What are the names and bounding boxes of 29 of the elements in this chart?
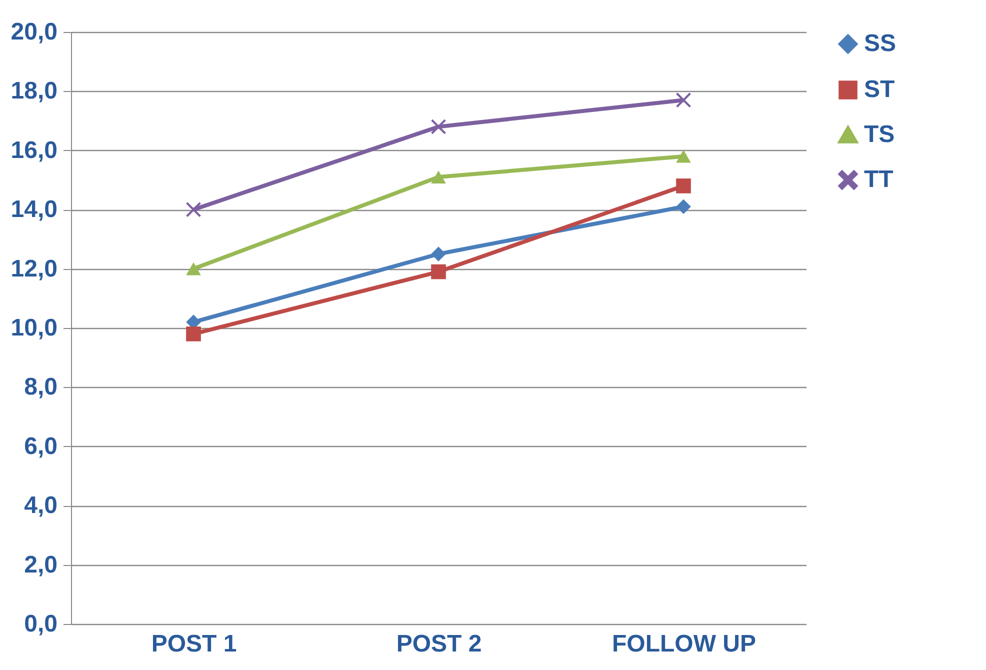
point [186,262,201,276]
x-tick-label: POST 1 [151,630,237,658]
y-tick-label: 14,0 [10,196,58,224]
point [431,119,446,134]
point [431,170,446,184]
legend-label: SS [864,30,896,57]
point [676,178,691,194]
y-tick-label: 20,0 [10,18,58,46]
x-tick-label: POST 2 [396,630,482,658]
legend-label: ST [864,76,896,103]
y-tick-label: 2,0 [24,551,58,578]
legend-label: TT [864,166,894,193]
y-tick-label: 18,0 [10,78,58,105]
point [676,92,691,108]
y-tick-label: 0,0 [24,610,58,638]
x-tick-label: FOLLOW UP [612,630,756,658]
point [431,264,446,280]
y-tick-label: 6,0 [24,432,58,460]
y-tick-label: 8,0 [24,374,58,401]
point [186,202,201,218]
y-tick-label: 16,0 [10,136,58,164]
point [186,326,201,342]
point [431,246,446,262]
y-tick-label: 4,0 [24,492,58,520]
legend-label: TS [864,121,895,148]
y-tick-label: 10,0 [10,314,58,342]
point [676,199,691,214]
y-tick-label: 12,0 [10,255,58,282]
point [676,150,691,163]
